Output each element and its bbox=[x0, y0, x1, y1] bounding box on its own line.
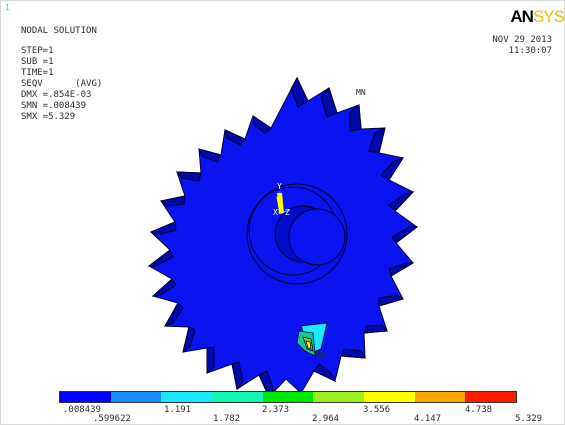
legend-segment-1 bbox=[60, 392, 111, 402]
legend-segment-7 bbox=[364, 392, 415, 402]
result-item-info: SEQV (AVG) bbox=[21, 79, 103, 89]
substep-info: SUB =1 bbox=[21, 57, 54, 67]
max-marker: MX bbox=[316, 351, 326, 360]
legend-segment-2 bbox=[110, 392, 162, 402]
gear-model bbox=[147, 76, 419, 399]
step-info: STEP=1 bbox=[21, 46, 54, 56]
legend-label: 2.373 bbox=[262, 405, 290, 415]
window-number: 1 bbox=[5, 3, 10, 12]
legend-segment-5 bbox=[262, 392, 314, 402]
legend-segment-4 bbox=[212, 392, 263, 402]
z-axis-label: Z bbox=[285, 208, 290, 217]
smn-info: SMN =.008439 bbox=[21, 101, 87, 111]
plot-time: 11:30:07 bbox=[508, 46, 552, 56]
legend-label: .008439 bbox=[63, 405, 101, 415]
stress-hotspot bbox=[296, 322, 328, 357]
x-axis-label: X bbox=[273, 208, 278, 217]
coordinate-triad bbox=[276, 191, 291, 214]
legend-label: 5.329 bbox=[515, 414, 543, 424]
legend-label: 4.738 bbox=[465, 405, 493, 415]
smx-info: SMX =5.329 bbox=[21, 112, 76, 122]
legend-label: 3.556 bbox=[363, 405, 391, 415]
contour-legend bbox=[59, 391, 517, 403]
legend-segment-3 bbox=[161, 392, 213, 402]
ansys-logo: ANSYS bbox=[510, 7, 564, 26]
min-marker: MN bbox=[356, 88, 366, 97]
legend-label: 1.782 bbox=[213, 414, 241, 424]
legend-segment-8 bbox=[414, 392, 466, 402]
legend-label: .599622 bbox=[93, 414, 131, 424]
legend-segment-6 bbox=[313, 392, 365, 402]
legend-segment-9 bbox=[465, 392, 517, 402]
y-axis-label: Y bbox=[277, 182, 282, 191]
time-info: TIME=1 bbox=[21, 68, 54, 78]
dmx-info: DMX =.854E-03 bbox=[21, 90, 92, 100]
legend-label: 1.191 bbox=[164, 405, 192, 415]
plot-date: NOV 29 2013 bbox=[492, 35, 552, 45]
result-title: NODAL SOLUTION bbox=[21, 26, 97, 36]
legend-label: 2.964 bbox=[312, 414, 340, 424]
legend-label: 4.147 bbox=[414, 414, 442, 424]
